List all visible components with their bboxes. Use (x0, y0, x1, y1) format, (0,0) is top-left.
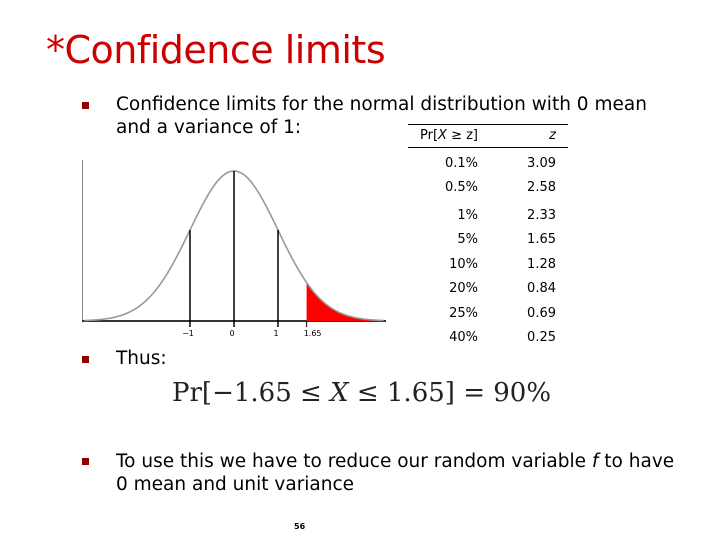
z-cell: 0.25 (527, 330, 556, 345)
prob-cell: 5% (457, 232, 478, 247)
z-cell: 0.84 (527, 281, 556, 296)
z-cell: 2.58 (527, 180, 556, 195)
bullet-marker (82, 356, 89, 363)
tick-label: −1 (182, 329, 194, 338)
normal-distribution-chart: −1 0 1 1.65 (82, 160, 386, 346)
z-cell: 1.28 (527, 257, 556, 272)
slide-title: *Confidence limits (46, 28, 386, 72)
prob-cell: 20% (449, 281, 478, 296)
bullet-text-reduce: To use this we have to reduce our random… (116, 451, 675, 495)
z-cell: 2.33 (527, 208, 556, 223)
table-row: 1% 2.33 (408, 208, 568, 230)
tick-label: 1.65 (304, 329, 322, 338)
prob-cell: 0.5% (444, 180, 478, 195)
bullet-marker (82, 102, 89, 109)
page-number: 56 (294, 522, 306, 531)
shaded-tail-area (306, 282, 384, 321)
table-row: 0.1% 3.09 (408, 156, 568, 178)
normal-curve-svg: −1 0 1 1.65 (82, 160, 386, 338)
bullet-text-thus: Thus: (116, 348, 167, 369)
table-header-row: Pr[X ≥ z] z (408, 124, 568, 148)
z-cell: 1.65 (527, 232, 556, 247)
prob-cell: 0.1% (444, 156, 478, 171)
table-row: 25% 0.69 (408, 306, 568, 328)
z-cell: 3.09 (527, 156, 556, 171)
prob-cell: 1% (457, 208, 478, 223)
prob-cell: 25% (449, 306, 478, 321)
bullet-text-confidence-limits: Confidence limits for the normal distrib… (116, 94, 647, 138)
z-cell: 0.69 (527, 306, 556, 321)
tick-label: 1 (273, 329, 278, 338)
prob-cell: 40% (449, 330, 478, 345)
header-z: z (549, 128, 556, 143)
bullet-marker (82, 458, 89, 465)
table-row: 5% 1.65 (408, 232, 568, 254)
tick-label: 0 (229, 329, 234, 338)
prob-cell: 10% (449, 257, 478, 272)
table-row: 40% 0.25 (408, 330, 568, 352)
header-prob: Pr[X ≥ z] (420, 128, 478, 143)
table-row: 0.5% 2.58 (408, 180, 568, 202)
probability-formula: Pr[−1.65 ≤ X ≤ 1.65] = 90% (172, 378, 552, 408)
table-row: 20% 0.84 (408, 281, 568, 303)
table-row: 10% 1.28 (408, 257, 568, 279)
